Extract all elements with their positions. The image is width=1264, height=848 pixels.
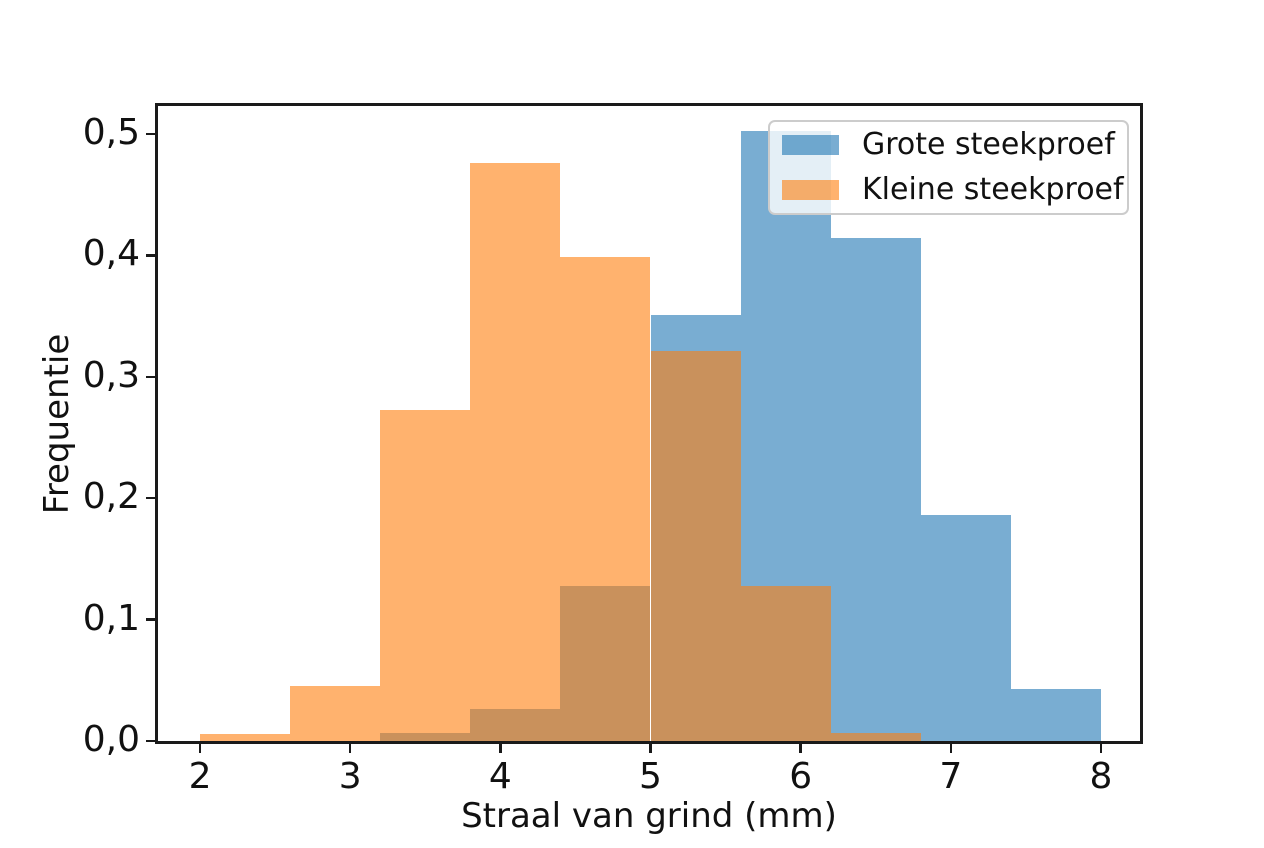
histogram-bar-kleine-steekproef-0 bbox=[200, 733, 291, 741]
y-tick-label-0,3: 0,3 bbox=[82, 354, 140, 396]
x-axis-label: Straal van grind (mm) bbox=[461, 796, 837, 836]
legend-label: Grote steekproef bbox=[862, 127, 1115, 162]
histogram-bar-grote-steekproef-7 bbox=[1010, 688, 1101, 741]
histogram-bar-grote-steekproef-5 bbox=[830, 238, 921, 741]
y-axis-label: Frequentie bbox=[37, 333, 77, 515]
y-tick-label-0,0: 0,0 bbox=[82, 719, 140, 760]
y-tick-label-0,2: 0,2 bbox=[82, 476, 140, 518]
x-tick-7 bbox=[949, 744, 953, 753]
y-tick-label-0,1: 0,1 bbox=[82, 597, 140, 639]
histogram-bar-kleine-steekproef-5 bbox=[650, 351, 741, 741]
x-tick-6 bbox=[799, 744, 802, 753]
x-tick-label-4: 4 bbox=[488, 756, 512, 797]
y-tick-0,3 bbox=[146, 375, 155, 378]
y-tick-0,0 bbox=[146, 739, 155, 743]
x-tick-label-7: 7 bbox=[939, 756, 963, 797]
x-tick-4 bbox=[499, 744, 502, 753]
x-tick-label-8: 8 bbox=[1089, 756, 1113, 797]
x-tick-8 bbox=[1099, 744, 1103, 753]
x-tick-5 bbox=[649, 744, 652, 753]
legend-item-kleine-steekproef: Kleine steekproef bbox=[782, 172, 1127, 208]
x-tick-label-3: 3 bbox=[338, 756, 362, 797]
x-tick-3 bbox=[348, 744, 352, 753]
histogram-bar-kleine-steekproef-2 bbox=[380, 409, 471, 741]
y-tick-label-0,4: 0,4 bbox=[82, 233, 140, 275]
legend: Grote steekproef Kleine steekproef bbox=[768, 120, 1129, 215]
y-tick-0,2 bbox=[146, 496, 155, 500]
y-tick-0,1 bbox=[146, 618, 155, 621]
x-tick-label-2: 2 bbox=[188, 756, 212, 797]
histogram-bar-kleine-steekproef-3 bbox=[470, 163, 561, 741]
x-tick-label-5: 5 bbox=[639, 756, 662, 797]
legend-label: Kleine steekproef bbox=[862, 172, 1124, 207]
legend-swatch-orange bbox=[782, 180, 839, 200]
y-tick-label-0,5: 0,5 bbox=[82, 111, 140, 153]
histogram-bar-kleine-steekproef-7 bbox=[830, 732, 921, 741]
y-tick-0,5 bbox=[146, 132, 155, 136]
x-tick-2 bbox=[198, 744, 202, 753]
histogram-bar-kleine-steekproef-1 bbox=[290, 686, 381, 741]
y-tick-0,4 bbox=[146, 254, 155, 257]
histogram-bar-kleine-steekproef-4 bbox=[560, 256, 651, 741]
histogram-bar-kleine-steekproef-6 bbox=[740, 585, 831, 741]
legend-item-grote-steekproef: Grote steekproef bbox=[782, 127, 1127, 163]
legend-swatch-blue bbox=[782, 135, 839, 155]
histogram-bar-grote-steekproef-6 bbox=[920, 515, 1011, 741]
x-tick-label-6: 6 bbox=[789, 756, 813, 797]
